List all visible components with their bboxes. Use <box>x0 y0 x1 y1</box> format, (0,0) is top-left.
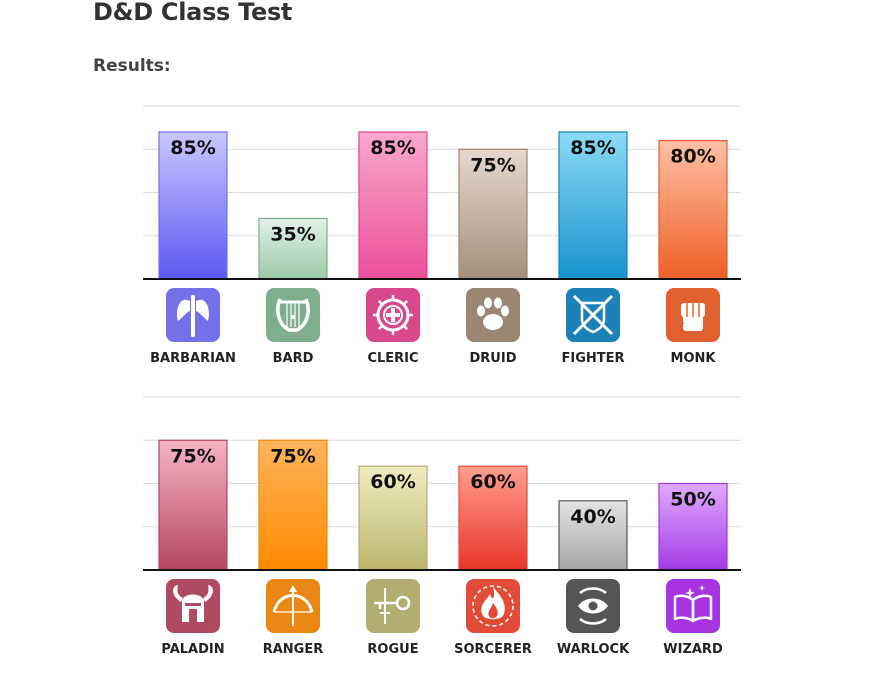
data-label-barbarian: 85% <box>170 137 215 159</box>
category-label-paladin: PALADIN <box>161 642 224 657</box>
data-label-warlock: 40% <box>570 506 615 528</box>
bar-rogue <box>358 465 428 571</box>
data-label-paladin: 75% <box>170 445 215 467</box>
bar-fighter <box>558 131 628 280</box>
paw-print-icon <box>466 288 520 342</box>
category-label-barbarian: BARBARIAN <box>150 351 236 366</box>
category-label-wizard: WIZARD <box>663 642 723 657</box>
category-label-cleric: CLERIC <box>367 351 418 366</box>
category-label-warlock: WARLOCK <box>557 642 630 657</box>
winged-helmet-icon <box>166 579 220 633</box>
bar-sorcerer <box>458 465 528 571</box>
bar-wizard <box>658 482 728 571</box>
chart-panel: 85% BARBARIAN 35% BARD 85% CLERIC 75% DRUID 85% F… <box>143 105 741 366</box>
bar-ranger <box>258 439 328 571</box>
data-label-monk: 80% <box>670 146 715 168</box>
bar-barbarian <box>158 131 228 280</box>
bow-and-arrow-icon <box>266 579 320 633</box>
data-label-bard: 35% <box>270 223 315 245</box>
data-label-sorcerer: 60% <box>470 471 515 493</box>
chart-panel: 75% PALADIN 75% RANGER 60% ROGUE 60% SORCERER 40… <box>143 396 741 657</box>
all-seeing-eye-icon <box>566 579 620 633</box>
results-heading: Results: <box>93 56 171 76</box>
flame-icon <box>466 579 520 633</box>
category-label-rogue: ROGUE <box>367 642 418 657</box>
bar-monk <box>658 140 728 280</box>
data-label-rogue: 60% <box>370 471 415 493</box>
key-and-dagger-icon <box>366 579 420 633</box>
data-label-fighter: 85% <box>570 137 615 159</box>
holy-symbol-icon <box>366 288 420 342</box>
category-label-fighter: FIGHTER <box>561 351 624 366</box>
bar-warlock <box>558 500 628 571</box>
category-label-ranger: RANGER <box>263 642 324 657</box>
battle-axe-icon <box>166 288 220 342</box>
fist-icon <box>666 288 720 342</box>
data-label-ranger: 75% <box>270 445 315 467</box>
bar-cleric <box>358 131 428 280</box>
data-label-druid: 75% <box>470 154 515 176</box>
spellbook-icon <box>666 579 720 633</box>
data-label-cleric: 85% <box>370 137 415 159</box>
category-label-sorcerer: SORCERER <box>454 642 532 657</box>
bar-paladin <box>158 439 228 571</box>
category-label-monk: MONK <box>671 351 717 366</box>
crossed-swords-shield-icon <box>566 288 620 342</box>
page-title: D&D Class Test <box>93 0 293 26</box>
lyre-icon <box>266 288 320 342</box>
category-label-bard: BARD <box>273 351 314 366</box>
data-label-wizard: 50% <box>670 489 715 511</box>
category-label-druid: DRUID <box>470 351 517 366</box>
bar-bard <box>258 217 328 280</box>
